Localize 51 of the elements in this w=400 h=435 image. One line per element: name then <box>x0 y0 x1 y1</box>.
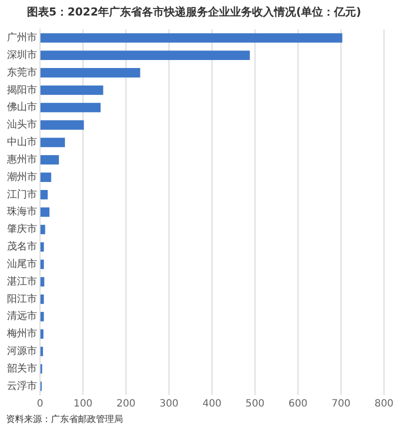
y-tick-label: 揭阳市 <box>7 84 37 96</box>
bar <box>40 329 44 339</box>
x-tick-label: 0 <box>36 398 44 410</box>
bar <box>40 33 342 43</box>
text: 资料来源：广东省邮政管理局 <box>5 414 124 426</box>
bar <box>40 207 50 217</box>
y-tick-label: 阳江市 <box>7 292 37 305</box>
bar <box>40 277 44 286</box>
x-tick-label: 100 <box>73 398 93 410</box>
y-tick-label: 惠州市 <box>6 153 37 166</box>
y-tick-label: 河源市 <box>7 345 37 358</box>
bar <box>40 85 104 95</box>
bar <box>40 224 46 234</box>
x-tick-label: 200 <box>116 398 136 410</box>
y-tick-label: 云浮市 <box>7 380 37 392</box>
x-tick-label: 600 <box>288 398 308 410</box>
x-tick-label: 300 <box>159 398 179 410</box>
y-tick-label: 梅州市 <box>6 328 37 340</box>
y-tick-label: 清远市 <box>7 310 37 322</box>
chart-title: 图表5：2022年广东省各市快递服务企业业务收入情况(单位：亿元) <box>26 5 362 18</box>
bar <box>40 172 52 182</box>
bar <box>40 190 48 200</box>
bar <box>40 346 44 356</box>
bar <box>40 294 44 304</box>
bar <box>40 102 101 112</box>
y-tick-label: 东莞市 <box>7 66 37 78</box>
y-tick-label: 湛江市 <box>7 275 37 288</box>
bar <box>40 312 44 322</box>
bar <box>40 260 44 270</box>
y-tick-label: 韶关市 <box>7 362 37 374</box>
bar <box>40 138 65 148</box>
y-tick-label: 中山市 <box>7 136 37 148</box>
y-tick-label: 汕头市 <box>7 118 37 131</box>
x-tick-label: 500 <box>245 398 265 410</box>
y-tick-label: 珠海市 <box>7 206 37 218</box>
y-tick-label: 佛山市 <box>7 101 37 114</box>
y-tick-label: 江门市 <box>7 188 37 200</box>
bar <box>40 242 44 252</box>
y-tick-label: 茂名市 <box>7 240 37 253</box>
bar <box>40 120 84 130</box>
x-tick-label: 400 <box>202 398 222 410</box>
x-tick-label: 800 <box>374 398 394 410</box>
bar <box>40 50 250 60</box>
y-tick-label: 潮州市 <box>7 170 37 183</box>
bar <box>40 155 59 165</box>
y-tick-label: 深圳市 <box>7 48 37 61</box>
y-tick-label: 汕尾市 <box>7 258 37 270</box>
x-tick-label: 700 <box>331 398 351 410</box>
bar <box>40 68 140 78</box>
y-tick-label: 肇庆市 <box>7 223 37 236</box>
y-tick-label: 广州市 <box>7 32 37 44</box>
